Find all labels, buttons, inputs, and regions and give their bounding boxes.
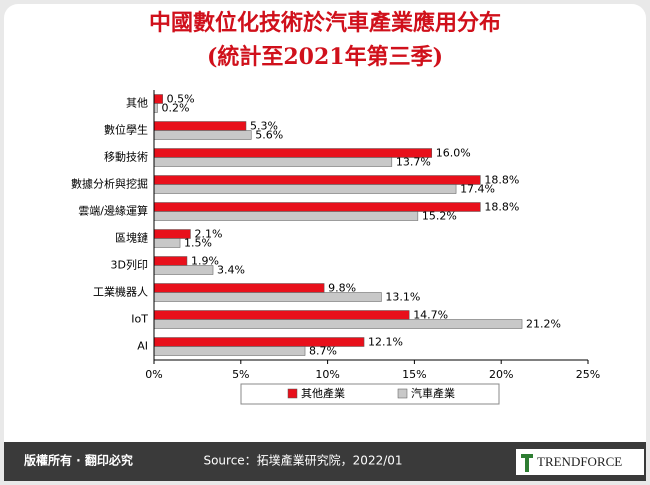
- logo-bg: [516, 449, 644, 475]
- x-tick-label: 15%: [402, 368, 426, 381]
- logo-icon: [521, 454, 533, 472]
- value-label: 14.7%: [413, 309, 448, 322]
- y-tick-label: 數位學生: [104, 123, 148, 137]
- y-tick-label: 工業機器人: [93, 285, 148, 299]
- bar: [153, 121, 247, 131]
- value-label: 12.1%: [368, 336, 403, 349]
- y-tick-label: 區塊鏈: [115, 231, 148, 245]
- bar: [153, 256, 188, 266]
- value-label: 9.8%: [328, 282, 356, 295]
- bar: [153, 103, 158, 113]
- value-label: 0.5%: [167, 93, 195, 106]
- value-label: 2.1%: [194, 228, 222, 241]
- bar: [153, 211, 419, 221]
- y-tick-label: 移動技術: [104, 150, 148, 164]
- bar: [153, 310, 410, 320]
- value-label: 15.2%: [422, 210, 457, 223]
- value-label: 21.2%: [526, 318, 561, 331]
- bar: [153, 175, 481, 185]
- bar: [153, 292, 382, 302]
- value-label: 1.9%: [191, 255, 219, 268]
- bar: [153, 319, 523, 329]
- bar: [153, 130, 252, 140]
- y-tick-label: 其他: [126, 97, 148, 110]
- value-label: 8.7%: [309, 345, 337, 358]
- source: Source：拓墣產業研究院，2022/01: [203, 453, 402, 468]
- value-label: 13.1%: [385, 291, 420, 304]
- value-label: 17.4%: [460, 183, 495, 196]
- bar: [153, 265, 214, 275]
- value-label: 18.8%: [484, 201, 519, 214]
- x-tick-label: 10%: [315, 368, 339, 381]
- x-tick-label: 5%: [232, 368, 249, 381]
- legend-box: [240, 383, 500, 405]
- y-tick-label: AI: [137, 340, 148, 353]
- y-tick-label: IoT: [131, 313, 148, 326]
- bar: [153, 148, 433, 158]
- value-label: 3.4%: [217, 264, 245, 277]
- value-label: 18.8%: [484, 174, 519, 187]
- value-label: 0.2%: [161, 102, 189, 115]
- logo: TRENDFORCE: [537, 454, 622, 469]
- value-label: 13.7%: [396, 156, 431, 169]
- bar: [153, 346, 306, 356]
- y-tick-label: 數據分析與挖掘: [71, 177, 148, 191]
- y-tick-label: 3D列印: [111, 258, 148, 272]
- y-tick-label: 雲端/邊緣運算: [78, 204, 148, 218]
- legend-label: 其他產業: [301, 386, 345, 400]
- x-tick-label: 25%: [576, 368, 600, 381]
- x-tick-label: 0%: [145, 368, 162, 381]
- x-tick-label: 20%: [489, 368, 513, 381]
- footer-corner: [4, 470, 646, 481]
- value-label: 5.3%: [250, 120, 278, 133]
- value-label: 5.6%: [255, 129, 283, 142]
- value-label: 16.0%: [436, 147, 471, 160]
- legend-swatch: [287, 388, 298, 399]
- bar: [153, 283, 325, 293]
- legend-swatch: [397, 388, 408, 399]
- bar: [153, 184, 457, 194]
- chart-subtitle: (統計至2021年第三季): [207, 44, 443, 70]
- bar: [153, 157, 393, 167]
- bar: [153, 238, 181, 248]
- panel: [4, 4, 646, 481]
- legend-label: 汽車產業: [411, 386, 455, 400]
- value-label: 1.5%: [184, 237, 212, 250]
- copyright: 版權所有 · 翻印必究: [24, 453, 133, 468]
- chart-title: 中國數位化技術於汽車產業應用分布: [149, 10, 501, 36]
